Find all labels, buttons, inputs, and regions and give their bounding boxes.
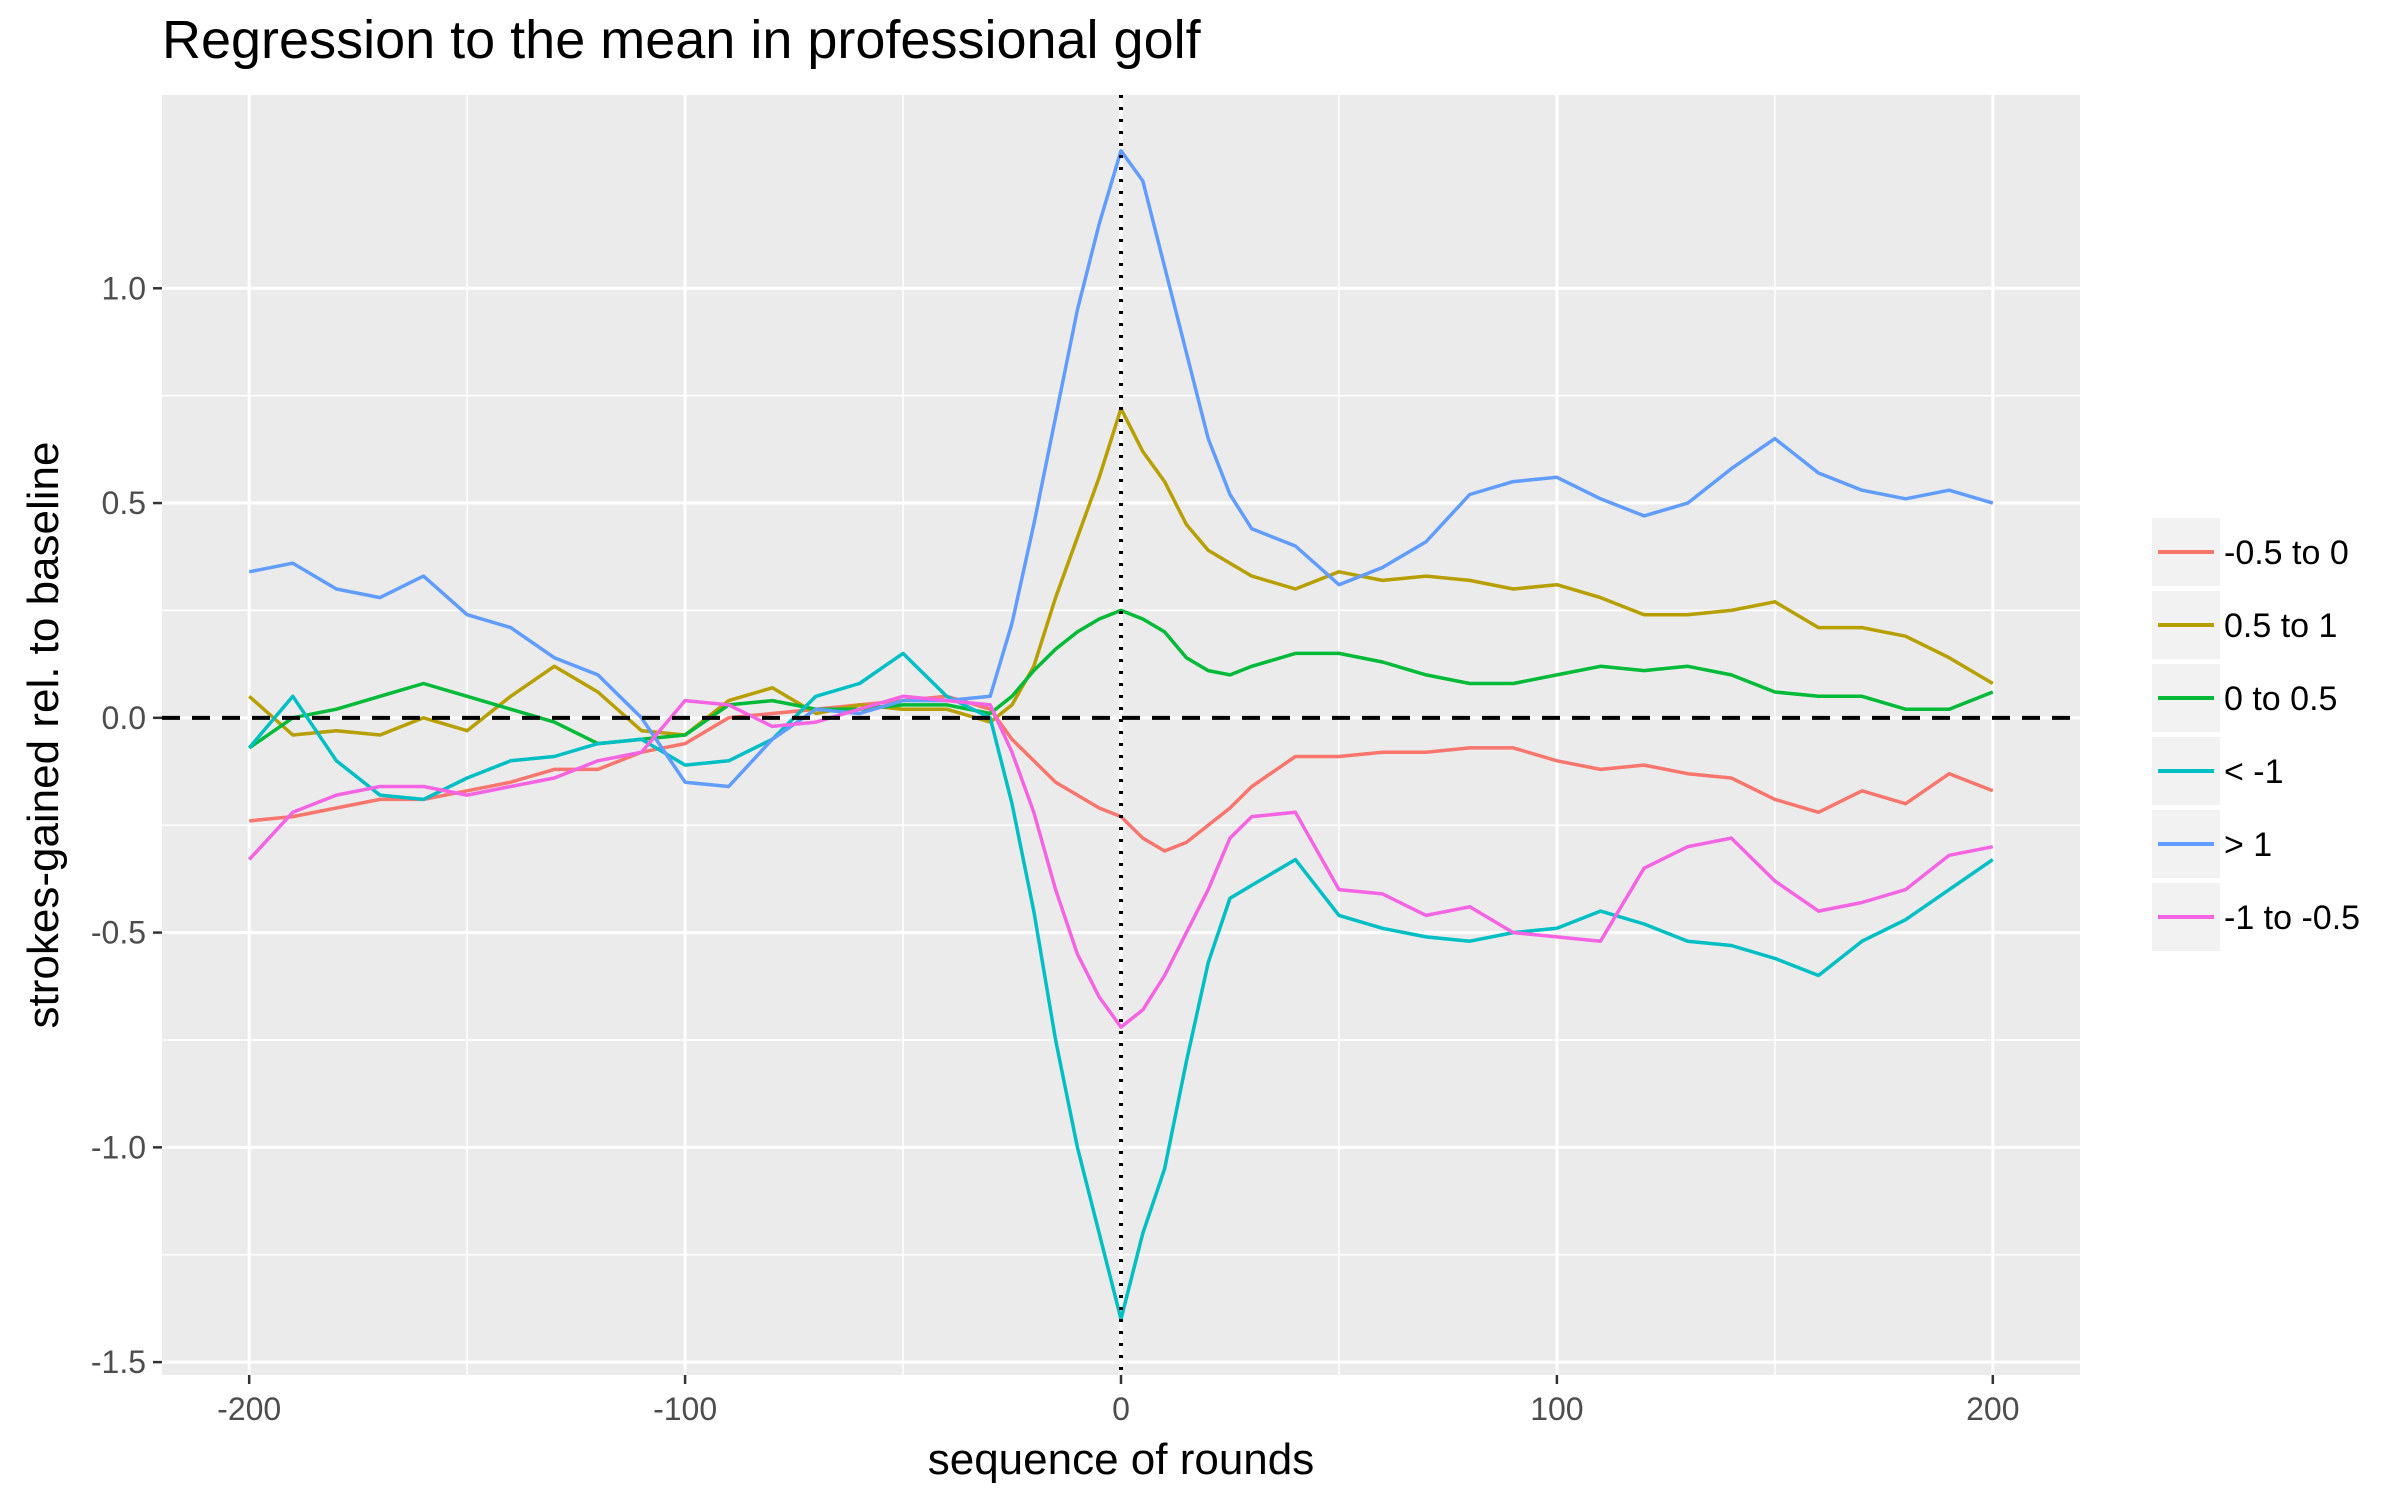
legend-item: < -1 (2152, 737, 2284, 805)
series-line (248, 608, 1994, 750)
y-tick-label: -1.5 (91, 1344, 146, 1380)
legend-label: 0.5 to 1 (2224, 607, 2337, 645)
x-tick-label: 100 (1530, 1391, 1583, 1427)
series-line (247, 694, 1994, 1029)
y-axis: -1.5 -1.0 -0.5 0.0 0.5 1.0 (91, 270, 162, 1380)
legend-item: -0.5 to 0 (2152, 518, 2349, 586)
legend-item: 0.5 to 1 (2152, 591, 2337, 659)
x-axis: -200 -100 0 100 200 (217, 1375, 2020, 1427)
y-tick-label: -0.5 (91, 915, 146, 951)
x-axis-title: sequence of rounds (928, 1435, 1315, 1484)
x-tick-label: -100 (653, 1391, 717, 1427)
legend-item: -1 to -0.5 (2152, 883, 2360, 951)
y-tick-label: 1.0 (102, 270, 146, 306)
legend-label: -1 to -0.5 (2224, 899, 2360, 937)
x-tick-label: 200 (1966, 1391, 2019, 1427)
y-tick-label: -1.0 (91, 1129, 146, 1165)
y-axis-title: strokes-gained rel. to baseline (19, 442, 68, 1029)
y-tick-label: 0.5 (102, 485, 146, 521)
chart-title: Regression to the mean in professional g… (162, 10, 1202, 70)
legend-label: 0 to 0.5 (2224, 680, 2337, 718)
legend: -0.5 to 0 0.5 to 1 0 to 0.5 < -1 > 1 -1 to -0… (2152, 518, 2360, 951)
y-tick-label: 0.0 (102, 700, 146, 736)
legend-item: > 1 (2152, 810, 2272, 878)
legend-label: < -1 (2224, 753, 2284, 791)
x-tick-label: -200 (217, 1391, 281, 1427)
legend-label: > 1 (2224, 826, 2272, 864)
series-line (248, 149, 1994, 789)
x-tick-label: 0 (1112, 1391, 1130, 1427)
legend-label: -0.5 to 0 (2224, 534, 2349, 572)
legend-item: 0 to 0.5 (2152, 664, 2337, 732)
